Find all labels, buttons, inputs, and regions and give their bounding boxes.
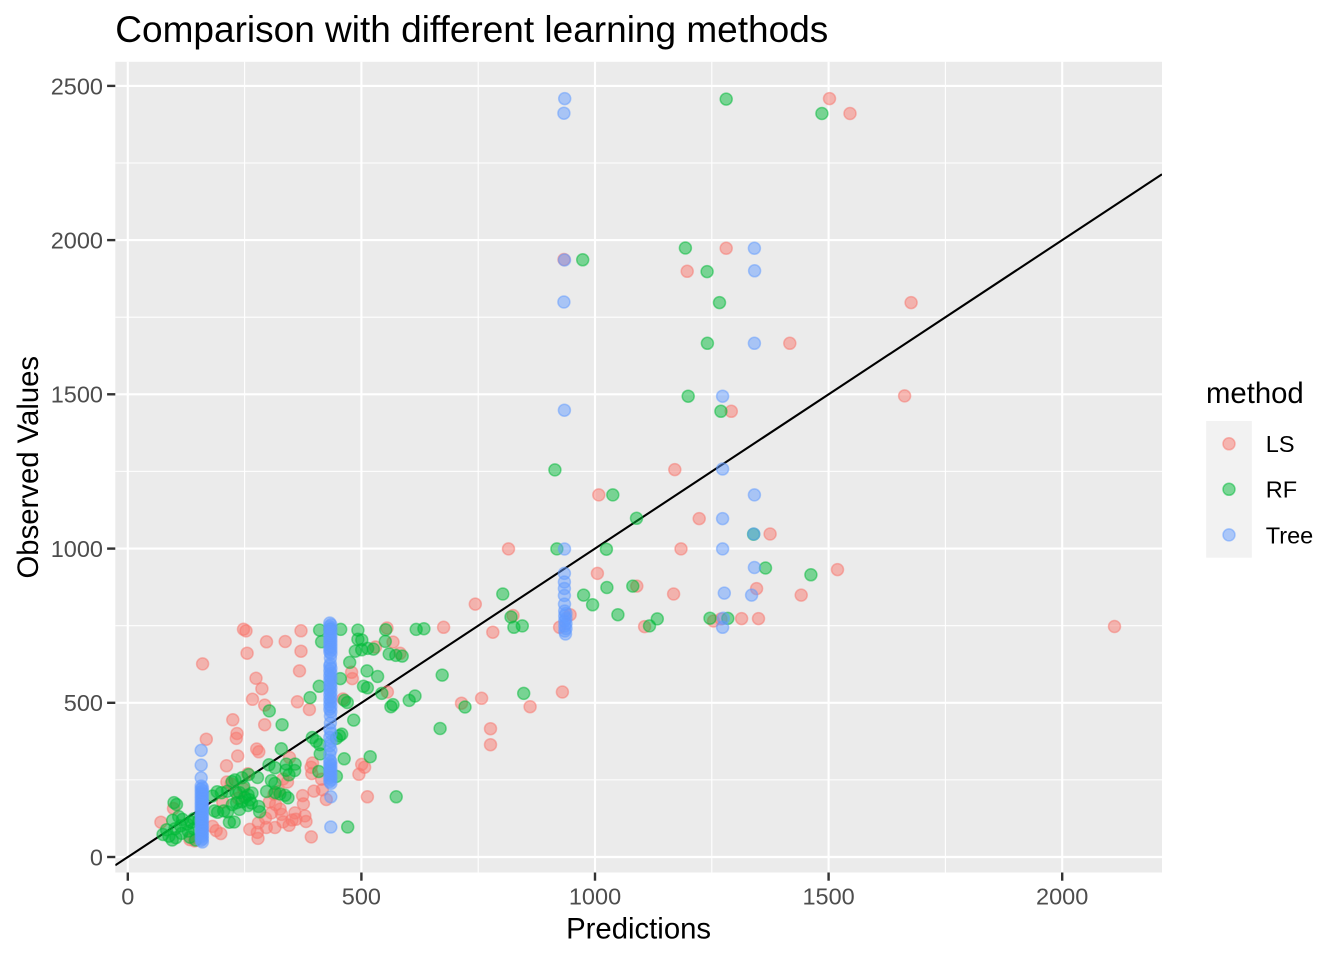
svg-text:1000: 1000 [51,536,103,562]
svg-text:Tree: Tree [1266,522,1313,548]
svg-text:500: 500 [342,884,381,910]
svg-text:1500: 1500 [802,884,854,910]
svg-text:1000: 1000 [569,884,621,910]
svg-text:RF: RF [1266,477,1297,503]
svg-text:Predictions: Predictions [566,913,711,946]
svg-text:1500: 1500 [51,382,103,408]
svg-text:method: method [1206,377,1304,410]
svg-text:0: 0 [90,844,103,870]
svg-text:500: 500 [64,690,103,716]
svg-text:2000: 2000 [1036,884,1088,910]
svg-text:LS: LS [1266,431,1295,457]
svg-text:Observed Values: Observed Values [12,356,45,579]
svg-text:Comparison with different lear: Comparison with different learning metho… [115,9,828,50]
svg-text:2000: 2000 [51,228,103,254]
svg-text:0: 0 [121,884,134,910]
svg-text:2500: 2500 [51,73,103,99]
